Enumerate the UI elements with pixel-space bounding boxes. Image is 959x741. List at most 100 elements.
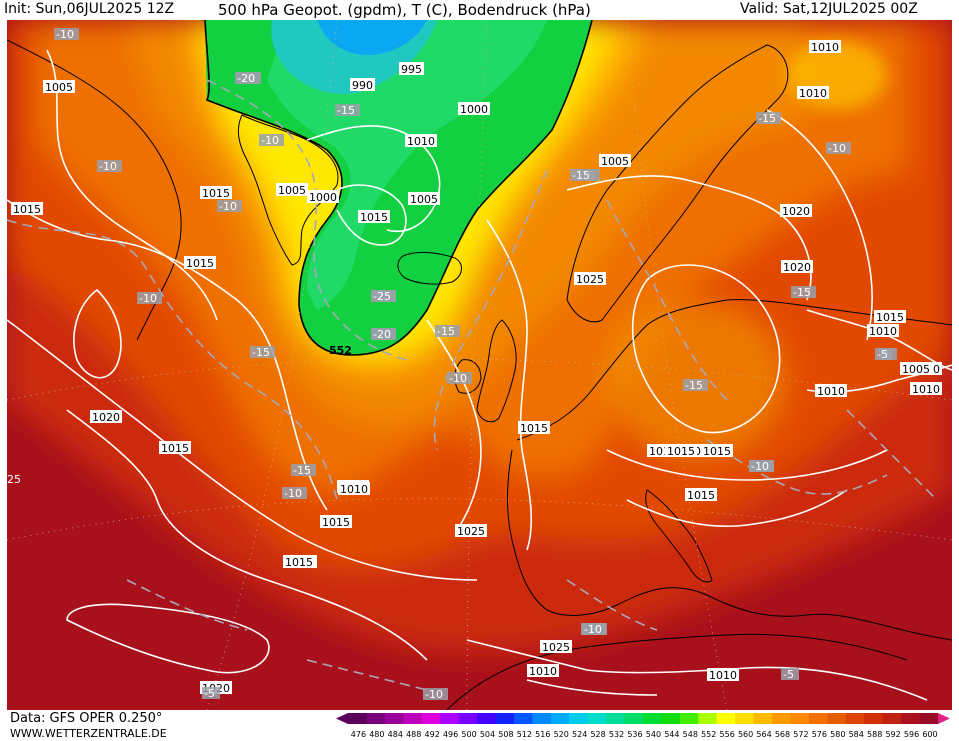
- pressure-label: 1015: [320, 515, 352, 529]
- temperature-label: -10: [282, 487, 307, 500]
- legend-tick-label: 524: [572, 730, 587, 739]
- legend-arrow-left: [336, 713, 348, 724]
- legend-tick-label: 512: [517, 730, 532, 739]
- temperature-label: -10: [137, 292, 162, 305]
- temperature-label-text: -5: [204, 687, 215, 700]
- legend-swatch: [679, 713, 699, 724]
- pressure-label: 1000: [458, 102, 490, 116]
- legend-tick-label: 584: [849, 730, 864, 739]
- pressure-label-box: [574, 272, 606, 285]
- legend-swatch: [366, 713, 386, 724]
- legend-tick-label: 508: [498, 730, 513, 739]
- isobar: [46, 49, 218, 321]
- legend-tick-label: 576: [812, 730, 827, 739]
- pressure-label: 1005: [599, 154, 631, 168]
- temperature-label-box: [781, 668, 799, 680]
- temperature-label: -15: [756, 112, 781, 125]
- temperature-label: -25: [371, 290, 396, 303]
- legend-swatch: [643, 713, 662, 724]
- pressure-label-text: 990: [352, 79, 373, 92]
- pressure-label-text: 1010: [529, 665, 557, 678]
- isotherm: [126, 579, 248, 631]
- pressure-label: 1000: [307, 190, 339, 204]
- pressure-label-text: 1010: [817, 385, 845, 398]
- pressure-label-text: 1005: [902, 363, 930, 376]
- pressure-label-box: [200, 186, 232, 199]
- pressure-label-text: 1010: [340, 483, 368, 496]
- temperature-label-box: [291, 464, 316, 476]
- legend-tick-label: 544: [664, 730, 679, 739]
- temperature-label-text: -15: [793, 286, 811, 299]
- legend-tick-label: 500: [461, 730, 476, 739]
- temperature-label-text: -25: [373, 290, 391, 303]
- legend-swatch: [550, 713, 570, 724]
- graticule-line: [7, 498, 952, 541]
- temperature-label: -15: [435, 325, 460, 338]
- temperature-label: -15: [250, 346, 275, 359]
- legend-tick-label: 540: [646, 730, 661, 739]
- legend-swatch: [864, 713, 884, 724]
- temperature-label: -15: [683, 379, 708, 392]
- temperature-label: -10: [749, 460, 774, 473]
- pressure-label-text: 1020: [782, 205, 810, 218]
- legend-tick-label: 580: [830, 730, 845, 739]
- isobar: [73, 288, 122, 379]
- temperature-label: -20: [235, 72, 260, 85]
- europe-coast: [507, 299, 952, 641]
- pressure-label-text: 995: [401, 63, 422, 76]
- italy-outline: [645, 489, 713, 583]
- pressure-label: 1005: [276, 183, 308, 197]
- pressure-label: 1010: [809, 40, 841, 54]
- pressure-label: 1010: [867, 324, 899, 338]
- temperature-label-text: -15: [758, 112, 776, 125]
- pressure-label-box: [159, 441, 191, 454]
- isobar: [306, 125, 441, 232]
- temperature-label-text: -15: [437, 325, 455, 338]
- legend-tick-label: 536: [627, 730, 642, 739]
- pressure-label-box: [809, 40, 841, 53]
- color-legend: 476 480 484 488 492 496 500 504 508 512 516 520 524 5…: [336, 713, 950, 739]
- pressure-label: 1015: [665, 444, 697, 458]
- north-africa-coast: [446, 633, 908, 710]
- weather-map: 552 1005 1010 995 990 1000 1010 1005 1015 1005 10…: [7, 20, 952, 710]
- legend-swatch: [587, 713, 607, 724]
- legend-tick-label: 532: [609, 730, 624, 739]
- map-title: 500 hPa Geopot. (gpdm), T (C), Bodendruc…: [218, 1, 591, 19]
- pressure-label-text: 1010: [799, 87, 827, 100]
- pressure-label-text: 1015: [186, 257, 214, 270]
- pressure-label: 1010: [338, 482, 370, 496]
- temperature-label-text: -10: [139, 292, 157, 305]
- contour-552: [204, 20, 593, 356]
- pressure-label-text: 1015: [703, 445, 731, 458]
- pressure-label: 1010: [707, 668, 739, 682]
- legend-tick-label: 484: [388, 730, 403, 739]
- temperature-label-box: [282, 487, 307, 499]
- legend-tick-label: 520: [554, 730, 569, 739]
- pressure-label: 1015: [701, 444, 733, 458]
- isobar: [466, 639, 928, 701]
- legend-tick-label: 560: [738, 730, 753, 739]
- pressure-label-text: 1015: [285, 556, 313, 569]
- temperature-label-box: [250, 346, 275, 358]
- pressure-label-box: [276, 183, 308, 196]
- legend-tick-label: 528: [590, 730, 605, 739]
- iceland-outline: [397, 251, 462, 285]
- pressure-label-box: [781, 260, 813, 273]
- isotherms: [7, 79, 938, 691]
- pressure-label: 1015: [159, 441, 191, 455]
- legend-swatch: [661, 713, 681, 724]
- legend-tick-label: 496: [443, 730, 458, 739]
- legend-swatch: [901, 713, 921, 724]
- legend-tick-label: 504: [480, 730, 495, 739]
- temperature-label-box: [582, 623, 607, 635]
- pressure-label: 1025: [574, 272, 606, 286]
- pressure-label-text: 1010: [407, 135, 435, 148]
- pressure-label-box: [405, 134, 437, 147]
- legend-tick-label: 516: [535, 730, 550, 739]
- legend-arrow-right: [938, 713, 950, 724]
- pressure-label-box: [350, 78, 375, 91]
- temperature-label-text: -10: [284, 487, 302, 500]
- isobar: [66, 409, 428, 661]
- isobar: [66, 603, 270, 674]
